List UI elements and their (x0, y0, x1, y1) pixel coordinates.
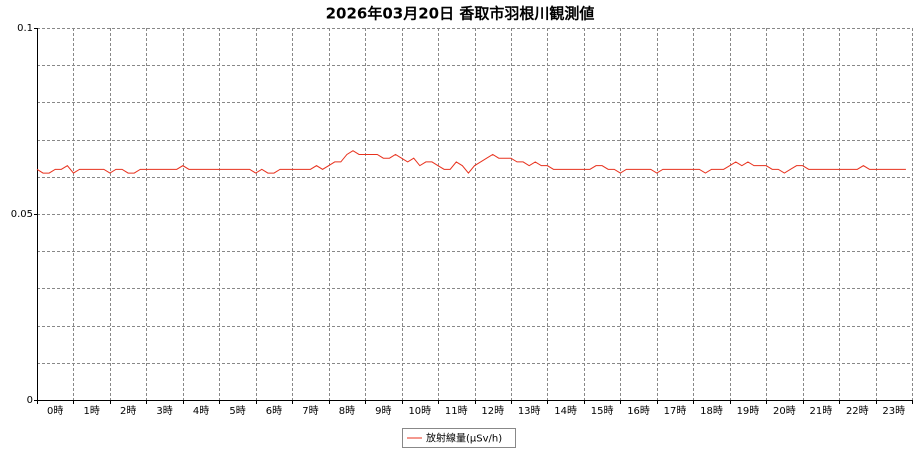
x-tick-label: 18時 (700, 405, 723, 417)
x-tick-label: 6時 (266, 405, 282, 417)
x-tick-label: 13時 (518, 405, 541, 417)
x-tick-label: 14時 (554, 405, 577, 417)
legend-label: 放射線量(μSv/h) (426, 432, 502, 445)
x-tick-label: 19時 (737, 405, 760, 417)
data-line (36, 150, 906, 174)
x-tick-label: 2時 (120, 405, 136, 417)
x-tick-label: 7時 (302, 405, 318, 417)
y-tick-label: 0.05 (11, 209, 33, 220)
x-tick-label: 4時 (193, 405, 209, 417)
x-tick-label: 8時 (339, 405, 355, 417)
y-tick-label: 0.1 (17, 23, 33, 34)
x-tick-label: 1時 (84, 405, 100, 417)
y-tick-label: 0 (27, 395, 33, 406)
x-tick-label: 17時 (664, 405, 687, 417)
x-tick-label: 5時 (229, 405, 245, 417)
x-tick-label: 23時 (882, 405, 905, 417)
x-tick-label: 10時 (408, 405, 431, 417)
x-tick-label: 12時 (481, 405, 504, 417)
legend-box (402, 428, 516, 448)
x-tick-label: 16時 (627, 405, 650, 417)
x-tick-label: 11時 (445, 405, 468, 417)
x-tick-label: 22時 (846, 405, 869, 417)
x-tick-label: 9時 (375, 405, 391, 417)
x-tick-label: 0時 (47, 405, 63, 417)
x-tick-label: 20時 (773, 405, 796, 417)
chart-title: 2026年03月20日 香取市羽根川観測値 (326, 5, 595, 23)
x-tick-label: 3時 (156, 405, 172, 417)
x-tick-label: 15時 (591, 405, 614, 417)
x-tick-label: 21時 (809, 405, 832, 417)
